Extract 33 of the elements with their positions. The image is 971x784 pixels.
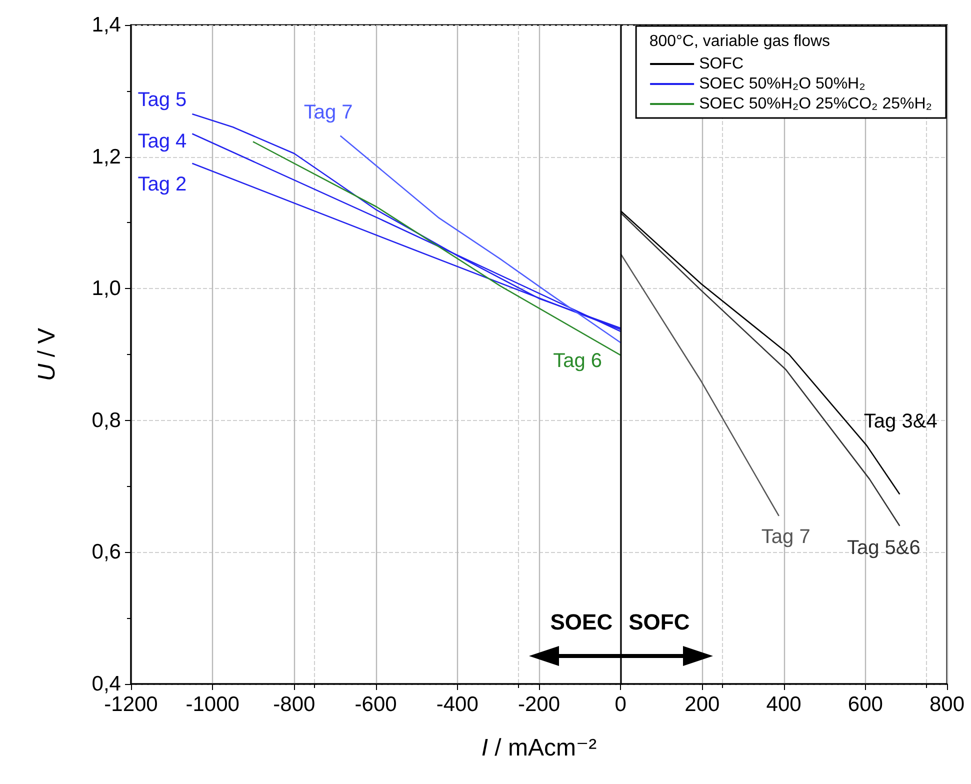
y-axis-title: U / V bbox=[34, 328, 60, 382]
legend-label: SOEC 50%H₂O 50%H₂ bbox=[699, 76, 866, 92]
x-tick-label: -600 bbox=[354, 693, 397, 716]
y-tick-label: 1,4 bbox=[92, 14, 122, 36]
x-tick-label: 800 bbox=[929, 693, 965, 716]
annotation: Tag 3&4 bbox=[864, 410, 938, 432]
annotation: SOEC bbox=[550, 610, 613, 634]
annotation: Tag 5&6 bbox=[846, 536, 920, 559]
x-tick-label: -400 bbox=[436, 693, 478, 716]
annotation: Tag 7 bbox=[304, 102, 353, 124]
x-tick-label: -1200 bbox=[104, 693, 158, 716]
annotation: SOFC bbox=[628, 610, 690, 634]
x-tick-label: -1000 bbox=[186, 693, 240, 716]
annotation: Tag 4 bbox=[138, 130, 187, 153]
x-tick-label: 200 bbox=[684, 693, 720, 716]
y-tick-label: 0,4 bbox=[92, 672, 122, 696]
annotation: Tag 7 bbox=[761, 526, 810, 548]
y-tick-label: 0,6 bbox=[92, 540, 121, 564]
legend-label: SOFC bbox=[699, 56, 744, 72]
y-tick-label: 1,2 bbox=[92, 145, 121, 168]
x-tick-label: 400 bbox=[766, 693, 802, 716]
x-tick-label: 600 bbox=[848, 693, 883, 716]
y-tick-label: 0,8 bbox=[92, 408, 121, 432]
annotation: Tag 5 bbox=[138, 88, 187, 111]
legend-label: SOEC 50%H₂O 25%CO₂ 25%H₂ bbox=[699, 96, 932, 112]
y-tick-label: 1,0 bbox=[92, 277, 121, 300]
legend-title: 800°C, variable gas flows bbox=[649, 32, 830, 50]
annotation: Tag 6 bbox=[553, 350, 602, 372]
x-tick-label: 0 bbox=[614, 693, 626, 716]
x-tick-label: -800 bbox=[273, 693, 316, 716]
annotation: Tag 2 bbox=[138, 173, 187, 196]
x-axis-title: I / mAcm⁻² bbox=[481, 734, 597, 762]
x-tick-label: -200 bbox=[518, 693, 560, 716]
